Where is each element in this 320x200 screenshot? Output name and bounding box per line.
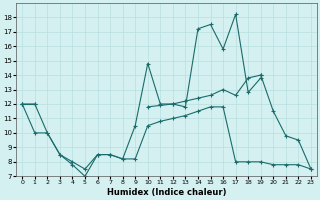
X-axis label: Humidex (Indice chaleur): Humidex (Indice chaleur) <box>107 188 226 197</box>
